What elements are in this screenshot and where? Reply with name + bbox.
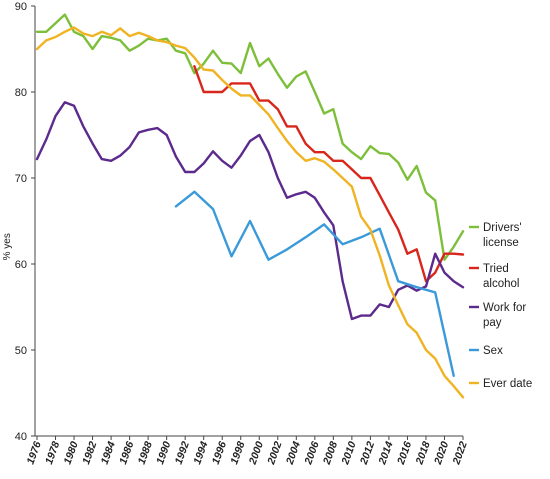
legend-label: license	[483, 237, 519, 249]
x-tick-label: 1990	[154, 440, 173, 466]
x-tick-label: 2004	[284, 440, 304, 467]
series-line-0	[35, 13, 465, 261]
x-tick-label: 2018	[413, 440, 433, 467]
x-tick-label: 1984	[99, 440, 118, 466]
legend: Drivers' license Tried alcohol Work for pay Se…	[469, 222, 532, 390]
x-tick-label: 2010	[339, 440, 359, 467]
x-tick-label: 2020	[432, 440, 452, 467]
y-tick-label: 90	[15, 1, 27, 13]
y-tick-label: 60	[15, 259, 27, 271]
legend-label: pay	[483, 317, 502, 329]
y-axis-label: % yes	[2, 233, 13, 260]
series-line-4	[35, 26, 465, 399]
series-layer	[35, 13, 465, 399]
series-line-2	[35, 101, 465, 321]
y-tick-label: 70	[15, 173, 27, 185]
x-tick-label: 1982	[80, 440, 99, 466]
x-tick-label: 1978	[43, 440, 62, 466]
y-tick-label: 80	[15, 87, 27, 99]
axes: 40 50 60 70 80 90 1976 1978 1980 1982 1984 1986 1988…	[2, 1, 470, 467]
x-tick-label: 1994	[191, 440, 210, 466]
x-tick-label: 2008	[321, 440, 341, 467]
y-tick-label: 40	[15, 431, 27, 443]
legend-label: Drivers'	[483, 222, 522, 234]
x-tick-label: 1998	[228, 440, 247, 466]
x-tick-label: 2002	[265, 440, 285, 467]
legend-label: Sex	[483, 345, 503, 357]
x-tick-label: 2006	[302, 440, 322, 467]
legend-label: alcohol	[483, 278, 519, 290]
x-tick-label: 2022	[450, 440, 470, 467]
x-tick-label: 1988	[136, 440, 155, 466]
x-tick-label: 1996	[210, 440, 229, 466]
x-tick-label: 2000	[246, 440, 266, 467]
series-line-3	[174, 190, 455, 377]
x-tick-label: 1986	[117, 440, 136, 466]
x-tick-label: 1976	[25, 440, 44, 466]
series-line-1	[193, 64, 465, 283]
legend-label: Tried	[483, 263, 509, 275]
x-tick-label: 1992	[173, 440, 192, 466]
legend-label: Ever date	[483, 378, 532, 390]
x-tick-label: 2012	[358, 440, 378, 467]
y-tick-label: 50	[15, 345, 27, 357]
x-tick-label: 2014	[376, 440, 396, 467]
x-tick-label: 1980	[62, 440, 81, 466]
x-tick-label: 2016	[395, 440, 415, 467]
legend-label: Work for	[483, 302, 526, 314]
